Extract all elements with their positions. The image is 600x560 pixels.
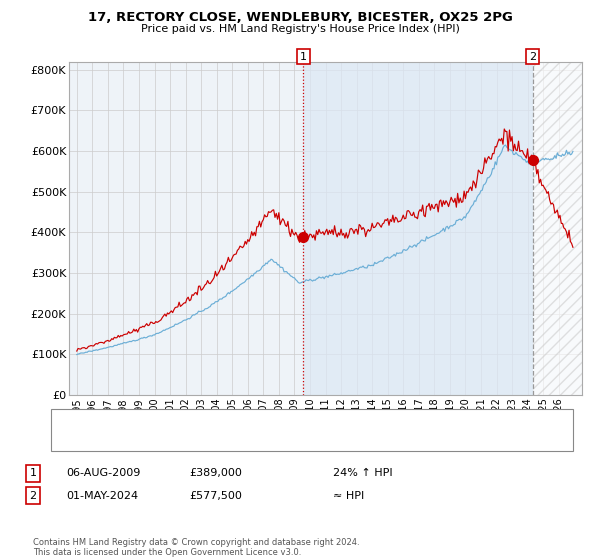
Text: 2: 2 xyxy=(29,491,37,501)
Text: 2: 2 xyxy=(529,52,536,62)
17, RECTORY CLOSE, WENDLEBURY, BICESTER, OX25 2PG (detached house) xyxy=(500,125,508,132)
HPI: Average price, detached house, Cherwell: (2e+03, 9.9e+04): Average price, detached house, Cherwell:… xyxy=(73,351,80,358)
HPI: Average price, detached house, Cherwell: (2.02e+03, 3.88e+05): Average price, detached house, Cherwell:… xyxy=(427,234,434,240)
Bar xyxy=(533,62,582,395)
17, RECTORY CLOSE, WENDLEBURY, BICESTER, OX25 2PG (detached house) xyxy=(73,348,80,354)
HPI: Average price, detached house, Cherwell: (2.02e+03, 6.15e+05): Average price, detached house, Cherwell:… xyxy=(502,142,509,148)
17, RECTORY CLOSE, WENDLEBURY, BICESTER, OX25 2PG (detached house) xyxy=(427,207,434,213)
Text: £389,000: £389,000 xyxy=(189,468,242,478)
Text: Contains HM Land Registry data © Crown copyright and database right 2024.
This d: Contains HM Land Registry data © Crown c… xyxy=(33,538,359,557)
HPI: Average price, detached house, Cherwell: (2.02e+03, 6.13e+05): Average price, detached house, Cherwell:… xyxy=(500,142,508,149)
HPI: Average price, detached house, Cherwell: (2.01e+03, 2.93e+05): Average price, detached house, Cherwell:… xyxy=(328,273,335,279)
HPI: Average price, detached house, Cherwell: (2e+03, 1.18e+05): Average price, detached house, Cherwell:… xyxy=(106,343,113,350)
Bar xyxy=(304,62,533,395)
Text: £577,500: £577,500 xyxy=(189,491,242,501)
17, RECTORY CLOSE, WENDLEBURY, BICESTER, OX25 2PG (detached house) xyxy=(502,128,509,135)
Line: 17, RECTORY CLOSE, WENDLEBURY, BICESTER, OX25 2PG (detached house): 17, RECTORY CLOSE, WENDLEBURY, BICESTER,… xyxy=(77,129,573,351)
HPI: Average price, detached house, Cherwell: (2.03e+03, 5.99e+05): Average price, detached house, Cherwell:… xyxy=(569,148,577,155)
Text: 17, RECTORY CLOSE, WENDLEBURY, BICESTER, OX25 2PG: 17, RECTORY CLOSE, WENDLEBURY, BICESTER,… xyxy=(88,11,512,24)
Line: HPI: Average price, detached house, Cherwell: HPI: Average price, detached house, Cher… xyxy=(77,145,573,354)
Text: 1: 1 xyxy=(29,468,37,478)
Text: HPI: Average price, detached house, Cherwell: HPI: Average price, detached house, Cher… xyxy=(88,434,327,444)
17, RECTORY CLOSE, WENDLEBURY, BICESTER, OX25 2PG (detached house) xyxy=(90,343,97,349)
17, RECTORY CLOSE, WENDLEBURY, BICESTER, OX25 2PG (detached house) xyxy=(328,226,335,233)
Text: ≈ HPI: ≈ HPI xyxy=(333,491,364,501)
HPI: Average price, detached house, Cherwell: (2e+03, 1.1e+05): Average price, detached house, Cherwell:… xyxy=(90,347,97,353)
Text: 01-MAY-2024: 01-MAY-2024 xyxy=(66,491,138,501)
Text: 06-AUG-2009: 06-AUG-2009 xyxy=(66,468,140,478)
17, RECTORY CLOSE, WENDLEBURY, BICESTER, OX25 2PG (detached house) xyxy=(106,338,113,344)
17, RECTORY CLOSE, WENDLEBURY, BICESTER, OX25 2PG (detached house) xyxy=(569,244,577,251)
Text: 24% ↑ HPI: 24% ↑ HPI xyxy=(333,468,392,478)
Text: 1: 1 xyxy=(300,52,307,62)
HPI: Average price, detached house, Cherwell: (2.03e+03, 5.91e+05): Average price, detached house, Cherwell:… xyxy=(567,151,574,158)
Text: Price paid vs. HM Land Registry's House Price Index (HPI): Price paid vs. HM Land Registry's House … xyxy=(140,24,460,34)
Text: 17, RECTORY CLOSE, WENDLEBURY, BICESTER, OX25 2PG (detached house): 17, RECTORY CLOSE, WENDLEBURY, BICESTER,… xyxy=(88,416,484,426)
17, RECTORY CLOSE, WENDLEBURY, BICESTER, OX25 2PG (detached house) xyxy=(567,238,574,245)
